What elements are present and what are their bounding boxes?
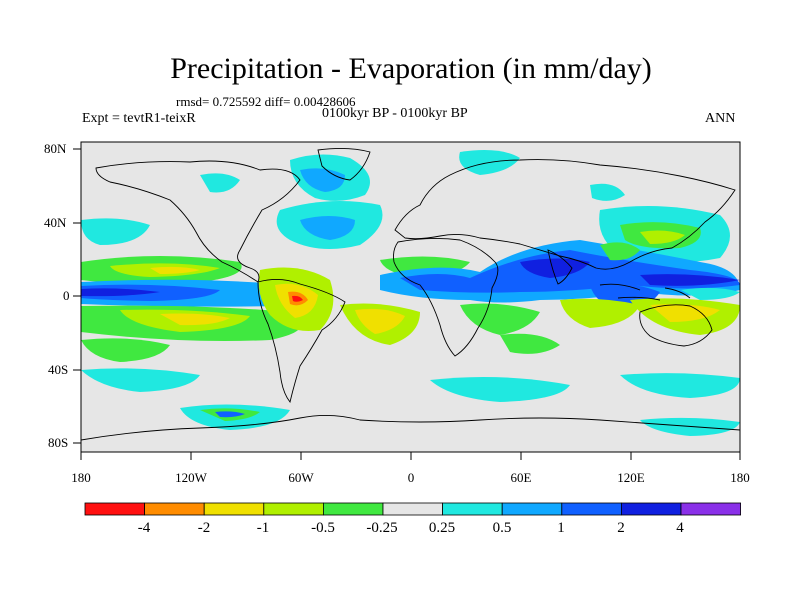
colorbar-label: 2 xyxy=(617,520,625,536)
period-text: 0100kyr BP - 0100kyr BP xyxy=(322,106,468,121)
lat-label: 40N xyxy=(44,215,67,230)
field-patch xyxy=(355,308,405,334)
lat-label: 40S xyxy=(48,362,69,377)
coastline-north-america xyxy=(95,160,301,283)
colorbar xyxy=(84,502,741,516)
colorbar-swatch xyxy=(561,502,622,516)
lat-ticks xyxy=(73,148,81,444)
colorbar-swatch xyxy=(501,502,563,516)
field-patch xyxy=(590,183,625,201)
coastline-antarctica xyxy=(81,415,740,441)
field-patch xyxy=(520,258,590,278)
colorbar-swatch xyxy=(263,502,324,516)
lon-label: 180 xyxy=(71,470,91,485)
field-patch xyxy=(430,376,570,402)
colorbar-swatch xyxy=(84,502,145,516)
colorbar-label: -2 xyxy=(197,520,211,536)
field-patch xyxy=(681,287,740,300)
map-title: Precipitation - Evaporation (in mm/day) xyxy=(170,52,652,85)
colorbar-label: 0.25 xyxy=(428,520,456,536)
field-patch xyxy=(620,373,740,398)
colorbar-swatch xyxy=(203,502,265,516)
colorbar-label: 0.5 xyxy=(492,520,512,536)
coastline-south-america xyxy=(257,279,346,404)
colorbar-label: 1 xyxy=(557,520,565,536)
lon-ticks xyxy=(80,452,741,460)
colorbar-swatch xyxy=(382,502,443,516)
colorbar-label: -1 xyxy=(256,520,270,536)
field-patch xyxy=(215,411,245,418)
colorbar-swatch xyxy=(680,502,741,516)
field-patch xyxy=(300,168,345,192)
experiment-label: Expt = tevtR1-teixR xyxy=(82,111,196,126)
field-patch xyxy=(460,303,540,335)
colorbar-label: -4 xyxy=(137,520,151,536)
colorbar-label: 4 xyxy=(676,520,684,536)
lon-label: 60W xyxy=(288,470,314,485)
coastline-australia xyxy=(639,304,713,347)
field-patch xyxy=(650,304,720,322)
field-patch xyxy=(300,216,355,240)
field-patch xyxy=(160,313,230,326)
lon-label: 120E xyxy=(617,470,645,485)
colorbar-swatch xyxy=(442,502,503,516)
lat-label: 0 xyxy=(63,288,70,303)
field-patch xyxy=(600,242,640,261)
colorbar-swatch xyxy=(144,502,205,516)
lat-label: 80N xyxy=(44,141,67,156)
coastline-eurasia xyxy=(394,159,736,270)
field-patch xyxy=(200,173,240,193)
field-patch xyxy=(150,266,200,274)
field-patch xyxy=(81,218,150,245)
colorbar-swatch xyxy=(322,502,384,516)
lat-label: 80S xyxy=(48,435,69,450)
season-label: ANN xyxy=(705,111,736,126)
lon-label: 180 xyxy=(730,470,750,485)
coastline-greenland xyxy=(317,147,371,181)
colorbar-label: -0.25 xyxy=(366,520,398,536)
coastline-africa xyxy=(393,237,499,357)
colorbar-label: -0.5 xyxy=(311,520,335,536)
field-patch xyxy=(81,288,160,297)
field-patch xyxy=(81,338,170,362)
field-patch xyxy=(640,417,740,436)
field-patch xyxy=(640,230,685,244)
field-patch xyxy=(292,295,303,302)
field-patch xyxy=(640,274,740,286)
stats-text: rmsd= 0.725592 diff= 0.00428606 xyxy=(176,94,356,109)
lon-label: 120W xyxy=(175,470,207,485)
coastline-indonesia xyxy=(599,283,691,301)
coastline-india xyxy=(547,249,573,285)
lon-label: 0 xyxy=(407,470,415,485)
field-patch xyxy=(500,333,560,354)
coastlines xyxy=(81,147,740,441)
field-patch xyxy=(560,298,640,328)
field-patch xyxy=(81,368,200,392)
lon-label: 60E xyxy=(510,470,532,485)
colorbar-swatch xyxy=(621,502,682,516)
